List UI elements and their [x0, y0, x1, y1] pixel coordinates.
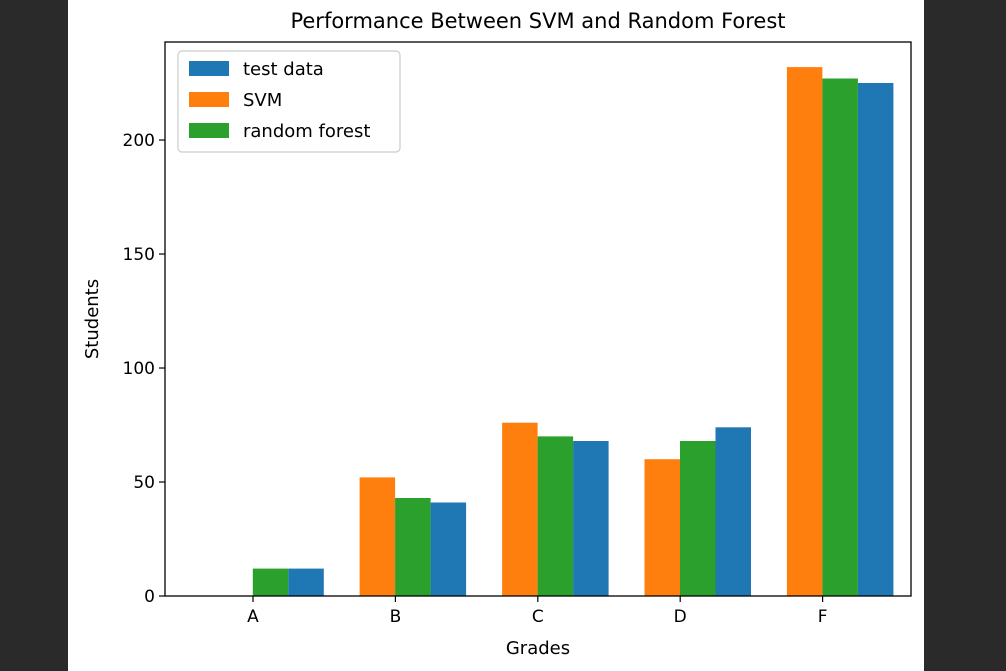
x-tick-label: A	[247, 607, 259, 627]
y-tick-label: 50	[133, 473, 155, 493]
y-tick-label: 150	[123, 245, 155, 265]
legend-label: test data	[243, 59, 324, 80]
bar-svm-d	[644, 459, 680, 596]
bar-svm-c	[502, 422, 538, 596]
y-tick-label: 100	[123, 359, 155, 379]
x-axis-label: Grades	[506, 638, 570, 659]
x-tick-label: F	[818, 607, 828, 627]
legend-box	[177, 50, 401, 153]
bar-svm-b	[359, 477, 396, 596]
x-tick-label: C	[532, 607, 544, 627]
bar-test-data-d	[715, 427, 751, 596]
legend-swatch-random-forest	[189, 123, 229, 138]
x-tick-label: D	[674, 607, 687, 627]
y-axis-label: Students	[82, 279, 103, 359]
legend-label: SVM	[243, 90, 282, 111]
bar-random-forest-f	[822, 78, 858, 596]
bar-random-forest-a	[252, 568, 289, 596]
chart-title: Performance Between SVM and Random Fores…	[290, 9, 785, 33]
y-tick-label: 200	[123, 131, 155, 151]
bar-random-forest-b	[395, 498, 431, 596]
bar-test-data-c	[573, 441, 609, 596]
y-axis-ticks: 0 50 100 150 200	[123, 131, 165, 607]
y-tick-label: 0	[144, 587, 155, 607]
legend: test data SVM random forest	[177, 50, 401, 153]
bar-test-data-b	[430, 502, 467, 596]
bars-group	[252, 67, 894, 597]
bar-random-forest-c	[537, 436, 574, 596]
bar-test-data-a	[288, 568, 324, 596]
x-tick-label: B	[390, 607, 402, 627]
bar-random-forest-d	[680, 441, 716, 596]
legend-swatch-test-data	[189, 61, 229, 76]
legend-swatch-svm	[189, 92, 229, 107]
bar-test-data-f	[857, 83, 894, 596]
legend-label: random forest	[243, 121, 370, 142]
bar-chart: Performance Between SVM and Random Fores…	[82, 9, 912, 659]
bar-svm-f	[786, 67, 823, 597]
chart-figure: Performance Between SVM and Random Fores…	[68, 0, 924, 671]
